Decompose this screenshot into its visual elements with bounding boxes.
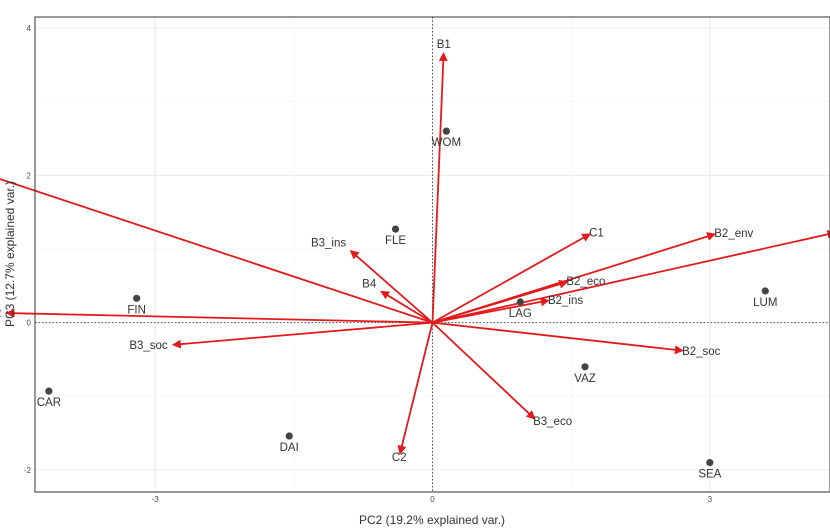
loading-arrow xyxy=(349,249,434,324)
score-point xyxy=(133,294,141,302)
x-tick-label: 0 xyxy=(430,495,435,504)
point-label: FLE xyxy=(385,235,406,247)
loading-arrow xyxy=(397,322,434,455)
loading-label: B2_env xyxy=(714,228,753,240)
x-axis-title: PC2 (19.2% explained var.) xyxy=(359,513,505,527)
loading-arrow xyxy=(431,52,448,323)
x-tick-label: 3 xyxy=(708,495,713,504)
loading-arrow xyxy=(5,308,433,324)
point-label: LUM xyxy=(753,297,777,309)
score-point xyxy=(581,363,589,371)
loading-arrow xyxy=(432,279,569,324)
loading-arrow xyxy=(432,233,592,324)
point-label: SEA xyxy=(698,469,721,481)
point-label: CAR xyxy=(37,397,61,409)
y-tick-label: 0 xyxy=(27,319,32,328)
point-label: VAZ xyxy=(574,373,596,385)
loading-label: B3_ins xyxy=(311,238,346,250)
loading-label: B4 xyxy=(362,279,377,291)
score-point xyxy=(285,432,293,440)
score-point xyxy=(391,225,400,233)
score-point xyxy=(442,127,450,135)
loading-label: B1 xyxy=(437,39,451,51)
loading-arrow xyxy=(431,321,536,420)
loading-label: B3_soc xyxy=(129,340,168,352)
loading-arrow xyxy=(432,321,684,355)
reference-lines xyxy=(35,17,830,492)
loading-label: A2 xyxy=(0,308,1,320)
score-point xyxy=(706,458,714,467)
score-point xyxy=(45,387,53,395)
loading-arrow xyxy=(0,178,433,324)
y-tick-label: 4 xyxy=(27,24,32,33)
loading-label: B3_eco xyxy=(533,416,572,428)
loading-label: C2 xyxy=(392,452,407,464)
y-axis-title: PC3 (12.7% explained var.) xyxy=(3,181,17,327)
loading-arrows: B1A1A2B3_insB4C1B2_envB3_envB2_ecoB2_ins… xyxy=(0,39,830,464)
x-tick-label: -3 xyxy=(152,495,160,504)
loading-label: B2_eco xyxy=(566,276,605,288)
point-label: WOM xyxy=(432,137,461,149)
score-point xyxy=(516,298,524,306)
point-label: LAG xyxy=(509,308,532,320)
loading-arrow xyxy=(380,290,433,324)
point-label: FIN xyxy=(127,304,146,316)
plot-border xyxy=(34,16,830,493)
y-tick-label: -2 xyxy=(24,466,32,475)
loading-label: B2_ins xyxy=(548,295,583,307)
score-points: WOM FLE FIN LAG LUM VAZ CAR DAI SEA xyxy=(37,127,777,481)
loading-arrow xyxy=(432,297,550,324)
loading-arrow xyxy=(432,229,830,324)
point-label: DAI xyxy=(280,442,299,454)
y-tick-label: 2 xyxy=(27,171,32,180)
score-point xyxy=(761,287,769,295)
loading-label: B2_soc xyxy=(682,346,721,358)
loading-arrow xyxy=(171,321,433,349)
loading-label: C1 xyxy=(589,227,604,239)
axis-ticks: -3 0 3 -2 0 2 4 xyxy=(24,24,713,504)
